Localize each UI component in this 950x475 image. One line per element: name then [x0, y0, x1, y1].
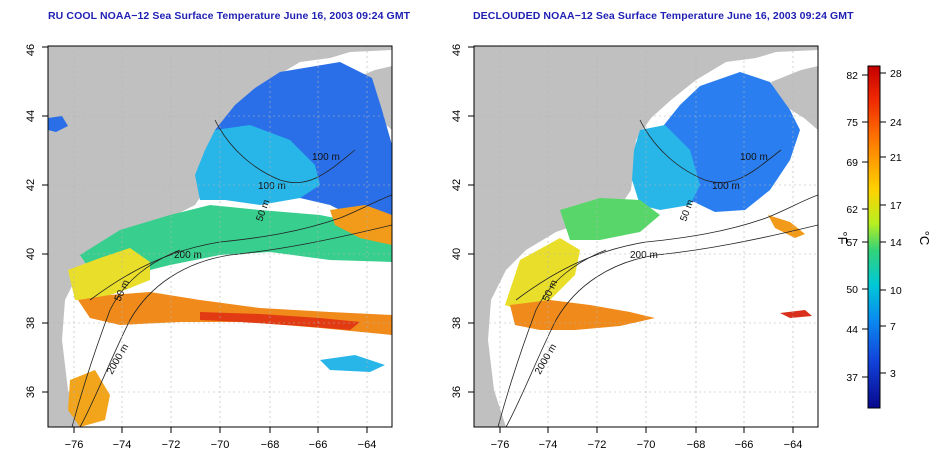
map-right-contour-label-100m-a: 100 m	[740, 152, 768, 163]
map-right-contour-50m	[497, 249, 607, 427]
map-right-contour-label-200m: 200 m	[630, 250, 658, 261]
map-left-sst-mid	[80, 205, 392, 285]
map-left-xtick-label: −68	[261, 439, 280, 451]
colorbar-celsius-tick-label: 17	[890, 200, 902, 212]
map-right-contour-label-100m-b: 100 m	[712, 181, 740, 192]
map-right-xtick-label: −70	[637, 439, 656, 451]
map-left-sst-south	[68, 370, 110, 427]
map-left-contour-label-200m: 200 m	[174, 250, 202, 261]
colorbar-fahrenheit-tick-label: 50	[846, 284, 858, 296]
colorbar-fahrenheit-unit: °F	[835, 231, 850, 244]
colorbar-fahrenheit-tick-label: 57	[846, 237, 858, 249]
map-right-xtick-label: −66	[735, 439, 754, 451]
map-left-grid	[48, 46, 392, 427]
map-right-x-ticks	[499, 427, 794, 433]
colorbar-fahrenheit-ticks	[862, 74, 868, 378]
map-right-ytick-label: 36	[451, 386, 463, 398]
map-left-xtick-label: −64	[358, 439, 377, 451]
map-right-y-ticks	[468, 46, 474, 393]
map-right-sst-hot	[510, 300, 655, 330]
map-right-xtick-label: −64	[784, 439, 803, 451]
map-left-y-ticks	[42, 46, 48, 393]
map-right-land	[474, 46, 818, 427]
map-left-ytick-label: 38	[25, 317, 37, 329]
map-left-title: RU COOL NOAA−12 Sea Surface Temperature …	[48, 10, 411, 22]
map-left-contour-200m	[89, 194, 392, 301]
map-right-ytick-label: 46	[451, 44, 463, 56]
colorbar-fahrenheit-tick-label: 82	[846, 70, 858, 82]
map-left-xtick-label: −72	[162, 439, 181, 451]
map-right-title: DECLOUDED NOAA−12 Sea Surface Temperatur…	[473, 10, 854, 22]
map-left-contour-100m	[214, 119, 356, 184]
map-left-sst-patch-se	[320, 355, 385, 372]
map-right-sst-red-streak	[780, 310, 812, 318]
colorbar-celsius-tick-label: 28	[890, 68, 902, 80]
map-left: 100 m 100 m 50 m 200 m 50 m 2000 m	[25, 44, 393, 451]
map-right-ytick-label: 38	[451, 317, 463, 329]
colorbar-celsius-tick-label: 10	[890, 285, 902, 297]
colorbar-celsius-unit: °C	[917, 231, 932, 246]
map-right-sst-east	[768, 215, 805, 238]
map-left-ytick-label: 36	[25, 386, 37, 398]
map-right-ytick-label: 42	[451, 179, 463, 191]
colorbar-celsius-tick-label: 7	[890, 321, 896, 333]
colorbar-celsius-tick-label: 24	[890, 117, 902, 129]
colorbar-celsius-tick-label: 14	[890, 237, 902, 249]
map-left-contour-label-100m-b: 100 m	[258, 181, 286, 192]
colorbar-fahrenheit-tick-label: 69	[846, 157, 858, 169]
map-right-grid	[474, 46, 818, 427]
map-left-xtick-label: −74	[113, 439, 132, 451]
map-right-contour-2000m	[505, 224, 818, 427]
colorbar-celsius-ticks	[880, 72, 886, 374]
map-left-x-ticks	[73, 427, 368, 433]
map-right-sst-warm	[505, 238, 580, 312]
colorbar-fahrenheit-tick-label: 75	[846, 117, 858, 129]
colorbar-celsius-tick-label: 21	[890, 152, 902, 164]
map-left-xtick-label: −66	[309, 439, 328, 451]
colorbar-gradient	[867, 65, 881, 409]
map-right-xtick-label: −74	[539, 439, 558, 451]
map-left-sst-hotter	[200, 312, 360, 330]
map-right-sst-cool	[632, 125, 700, 210]
map-right: 100 m 100 m 50 m 200 m 50 m 2000 m	[451, 44, 819, 451]
map-left-sst-patch-ne	[48, 116, 68, 132]
colorbar-fahrenheit-tick-label: 44	[846, 324, 858, 336]
colorbar-fahrenheit-tick-label: 62	[846, 204, 858, 216]
map-right-sst-mid	[560, 198, 660, 240]
map-right-xtick-label: −72	[588, 439, 607, 451]
map-left-contour-label-100m-a: 100 m	[312, 152, 340, 163]
map-left-contour-50m	[71, 249, 181, 427]
map-left-ytick-label: 46	[25, 44, 37, 56]
map-left-land	[48, 46, 392, 427]
map-right-contour-100m	[639, 119, 782, 184]
map-left-ytick-label: 40	[25, 248, 37, 260]
colorbar-celsius-tick-label: 3	[890, 368, 896, 380]
map-right-nova-scotia	[771, 66, 818, 130]
map-left-sst-east	[330, 205, 392, 245]
map-left-sst-warm	[68, 248, 150, 300]
map-left-xtick-label: −76	[65, 439, 84, 451]
map-right-xtick-label: −76	[491, 439, 510, 451]
map-right-xtick-label: −68	[687, 439, 706, 451]
map-left-xtick-label: −70	[211, 439, 230, 451]
map-left-contour-2000m	[79, 224, 392, 427]
colorbar: 82 75 69 62 57 50 44 37 28 24 21 17 14 1…	[835, 65, 932, 409]
map-right-ytick-label: 44	[451, 110, 463, 122]
map-right-contour-200m	[515, 194, 818, 301]
map-left-ytick-label: 42	[25, 179, 37, 191]
map-left-ytick-label: 44	[25, 110, 37, 122]
colorbar-fahrenheit-tick-label: 37	[846, 372, 858, 384]
map-right-ytick-label: 40	[451, 248, 463, 260]
